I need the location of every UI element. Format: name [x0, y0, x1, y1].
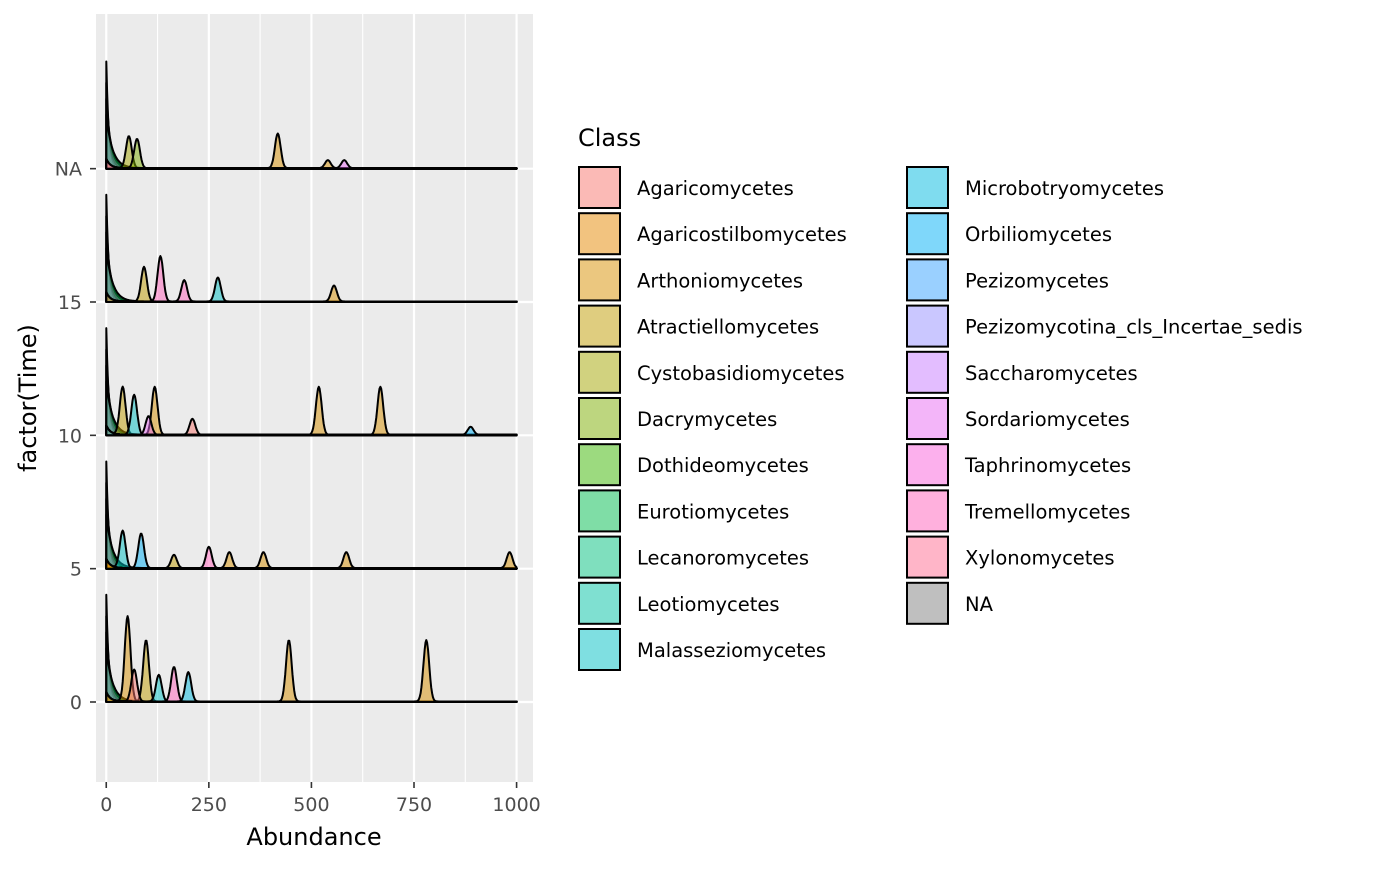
- legend-label: Cystobasidiomycetes: [637, 362, 845, 385]
- y-tick-label: 0: [70, 692, 82, 714]
- legend-label: Atractiellomycetes: [637, 316, 819, 339]
- x-tick-label: 500: [293, 794, 329, 816]
- x-tick-label: 0: [100, 794, 112, 816]
- y-tick-label: 10: [58, 425, 82, 447]
- y-axis-title: factor(Time): [14, 324, 42, 472]
- legend-key: [578, 628, 621, 671]
- ridge-time-5: [105, 460, 518, 570]
- density-Sordariomycetes-peak: [105, 157, 518, 170]
- legend-key: [578, 489, 621, 533]
- legend-label: Eurotiomycetes: [637, 500, 789, 523]
- legend-label: Pezizomycetes: [965, 269, 1109, 292]
- legend-label: Lecanoromycetes: [637, 547, 809, 570]
- legend-label: Saccharomycetes: [965, 362, 1138, 385]
- y-axis: 0 5 10 15 NA: [55, 159, 96, 714]
- x-tick-label: 250: [191, 794, 227, 816]
- legend-key: [906, 350, 949, 394]
- legend-label: Taphrinomycetes: [964, 454, 1131, 477]
- legend-key: [578, 397, 621, 440]
- legend-label: Arthoniomycetes: [637, 269, 803, 292]
- y-tick-label: 5: [70, 559, 82, 581]
- legend-label: Leotiomycetes: [637, 593, 780, 616]
- ridge-time-0: [105, 593, 518, 703]
- ridge-time-10: [105, 327, 518, 437]
- ridge-time-NA: [105, 60, 518, 170]
- legend-key: [578, 350, 621, 394]
- density-Arthoniomycetes-peak: [105, 639, 518, 703]
- y-tick-label: 15: [58, 292, 82, 314]
- legend-label: Agaricomycetes: [637, 177, 794, 200]
- legend-label: Tremellomycetes: [964, 500, 1130, 523]
- density-Arthoniomycetes-peak: [105, 284, 518, 303]
- y-tick-label: NA: [55, 159, 82, 181]
- x-tick-label: 1000: [492, 794, 540, 816]
- legend-key: [578, 258, 621, 302]
- legend-key: [906, 581, 949, 625]
- x-tick-label: 750: [396, 794, 432, 816]
- legend-label: NA: [965, 593, 994, 616]
- ridge-time-15: [105, 193, 518, 303]
- legend-label: Pezizomycotina_cls_Incertae_sedis: [965, 316, 1303, 339]
- panel-background: [96, 14, 533, 782]
- legend-key: [906, 489, 949, 533]
- legend: Class Agaricomycetes Agaricostilbomycetes…: [578, 124, 1303, 671]
- density-Arthoniomycetes-peak: [105, 551, 518, 570]
- legend-key: [578, 443, 621, 487]
- x-axis: 0 250 500 750 1000: [100, 782, 541, 816]
- legend-key: [906, 304, 949, 348]
- legend-title: Class: [578, 124, 641, 152]
- legend-label: Dothideomycetes: [637, 454, 809, 477]
- legend-label: Malasseziomycetes: [637, 639, 826, 662]
- legend-key: [906, 212, 949, 256]
- legend-label: Orbiliomycetes: [965, 223, 1112, 246]
- legend-label: Sordariomycetes: [965, 408, 1130, 431]
- legend-key: [578, 581, 621, 625]
- legend-label: Dacrymycetes: [637, 408, 777, 431]
- legend-key: [906, 258, 949, 302]
- x-axis-title: Abundance: [246, 823, 381, 851]
- legend-label: Agaricostilbomycetes: [637, 223, 847, 246]
- legend-key: [906, 397, 949, 440]
- legend-key: [578, 212, 621, 256]
- legend-label: Xylonomycetes: [965, 547, 1115, 570]
- density-Orbiliomycetes-peak: [105, 424, 518, 437]
- legend-key: [906, 443, 949, 487]
- legend-label: Microbotryomycetes: [965, 177, 1164, 200]
- density-ridges: [105, 60, 518, 703]
- legend-key: [578, 166, 621, 209]
- legend-key: [906, 535, 949, 579]
- legend-key: [578, 304, 621, 348]
- legend-key: [578, 535, 621, 579]
- legend-key: [906, 166, 949, 209]
